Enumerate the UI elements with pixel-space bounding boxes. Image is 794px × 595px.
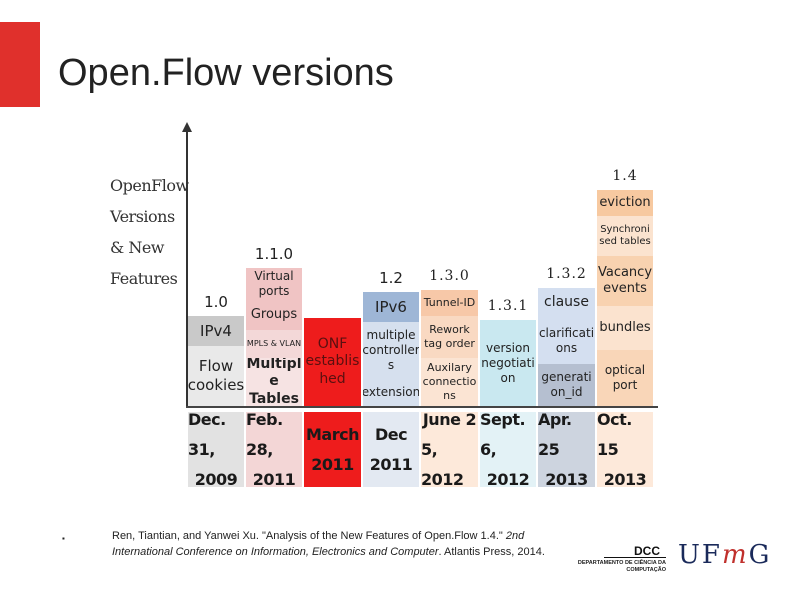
version-label: 1.2 — [379, 269, 403, 287]
release-date: March 2011 — [304, 412, 361, 487]
feature-cell: extension — [363, 378, 419, 406]
release-date: Sept. 6, 2012 — [480, 410, 536, 489]
release-date: Apr. 25 2013 — [538, 410, 595, 489]
feature-cell: generati on_id — [538, 364, 595, 406]
feature-cell: Virtual ports — [246, 268, 302, 300]
title-accent-bar — [0, 22, 40, 107]
vertical-axis — [186, 128, 188, 408]
feature-cell: MPLS & VLAN — [246, 330, 302, 358]
baseline — [186, 406, 658, 408]
axis-arrow-icon — [182, 122, 192, 132]
feature-cell: eviction — [597, 190, 653, 216]
release-date-line: Oct. 15 — [597, 409, 632, 459]
feature-cell: Rework tag order — [421, 316, 478, 358]
feature-cell: Auxilary connectio ns — [421, 358, 478, 406]
release-date-line: March — [306, 424, 359, 444]
citation-publisher: . Atlantis Press, 2014. — [438, 546, 545, 558]
version-label: 1.0 — [204, 293, 228, 311]
version-column: 1.0 IPv4 Flow cookies — [188, 288, 244, 406]
dcc-logo: DCC DEPARTAMENTO DE CIÊNCIA DA COMPUTAÇÃ… — [574, 544, 666, 582]
openflow-versions-diagram: OpenFlow Versions & New Features 1.0 IPv4… — [108, 122, 664, 490]
feature-cell: multiple controller s — [363, 322, 419, 378]
feature-cell: IPv4 — [188, 316, 244, 346]
ufmg-logo: UFmG — [678, 540, 771, 570]
feature-cell: IPv6 — [363, 292, 419, 322]
feature-cell: version negotiati on — [480, 320, 536, 406]
version-label: 1.3.1 — [487, 298, 529, 314]
version-column: 1.2 IPv6 multiple controller s extension — [363, 264, 419, 406]
version-label: 1.3.0 — [429, 268, 470, 284]
release-date-line: Sept. 6, — [480, 409, 526, 459]
ufmg-logo-uf: UF — [678, 540, 722, 570]
feature-cell: Vacancy events — [597, 256, 653, 306]
release-date: Feb. 28, 2011 — [246, 410, 302, 489]
feature-cell: Tunnel-ID — [421, 290, 478, 316]
version-label — [304, 290, 361, 318]
side-label-line: OpenFlow — [110, 176, 189, 195]
version-column: 1.3.2 clause clarificati ons generati on_id — [538, 260, 595, 406]
page-title: Open.Flow versions — [58, 52, 394, 94]
release-date-line: 2009 — [194, 469, 238, 489]
release-date-line: Dec. 31, — [188, 409, 226, 459]
dcc-logo-rule — [604, 557, 666, 558]
release-date-line: Apr. 25 — [538, 409, 572, 459]
release-date-line: 2011 — [311, 454, 354, 474]
release-date-line: 2013 — [545, 469, 588, 489]
release-date-line: Dec — [374, 424, 408, 444]
citation-authors: Ren, Tiantian, and Yanwei Xu. "Analysis … — [112, 530, 506, 542]
release-date-line: 2011 — [369, 454, 413, 474]
citation: Ren, Tiantian, and Yanwei Xu. "Analysis … — [112, 528, 572, 560]
citation-venue: 2nd International Conference on Informat… — [112, 530, 525, 558]
release-date: Dec. 31, 2009 — [188, 410, 244, 489]
version-column: ONF establis hed — [304, 290, 361, 406]
feature-cell: bundles — [597, 306, 653, 350]
feature-cell: Synchroni sed tables — [597, 216, 653, 256]
feature-cell: Groups — [246, 300, 302, 330]
side-label-line: Versions — [110, 207, 175, 226]
version-column: 1.1.0 Virtual ports Groups MPLS & VLAN Multi… — [246, 240, 302, 406]
version-label: 1.1.0 — [254, 245, 294, 263]
ufmg-logo-g: G — [748, 540, 772, 570]
dcc-logo-text: DCC — [634, 544, 660, 558]
release-date-line: 2012 — [486, 469, 530, 489]
feature-cell: optical port — [597, 350, 653, 406]
ufmg-logo-m: m — [721, 540, 749, 570]
feature-cell: ONF establis hed — [304, 318, 361, 406]
feature-cell: Multipl e Tables — [246, 358, 302, 406]
bullet: ▪ — [62, 534, 65, 543]
release-date-line: 5, 2012 — [421, 439, 464, 489]
release-date-line: June 2 — [422, 409, 477, 429]
feature-cell: clause — [538, 288, 595, 318]
side-label-line: Features — [110, 269, 178, 288]
release-date-line: Feb. 28, — [246, 409, 283, 459]
side-label: OpenFlow Versions & New Features — [110, 170, 189, 294]
version-label: 1.3.2 — [546, 266, 587, 282]
version-column: 1.4 eviction Synchroni sed tables Vacancy e… — [597, 162, 653, 406]
release-date: Oct. 15 2013 — [597, 410, 653, 489]
feature-cell: clarificati ons — [538, 318, 595, 364]
side-label-line: & New — [110, 238, 165, 257]
release-date-line: 2013 — [603, 469, 647, 489]
feature-cell: Flow cookies — [188, 346, 244, 406]
release-date-line: 2011 — [252, 469, 296, 489]
release-date: June 2 5, 2012 — [421, 410, 478, 489]
version-label: 1.4 — [612, 168, 638, 184]
dcc-logo-subtitle: DEPARTAMENTO DE CIÊNCIA DA COMPUTAÇÃO — [577, 560, 666, 573]
version-column: 1.3.1 version negotiati on — [480, 292, 536, 406]
release-date: Dec 2011 — [363, 412, 419, 487]
version-column: 1.3.0 Tunnel-ID Rework tag order Auxilary c… — [421, 262, 478, 406]
